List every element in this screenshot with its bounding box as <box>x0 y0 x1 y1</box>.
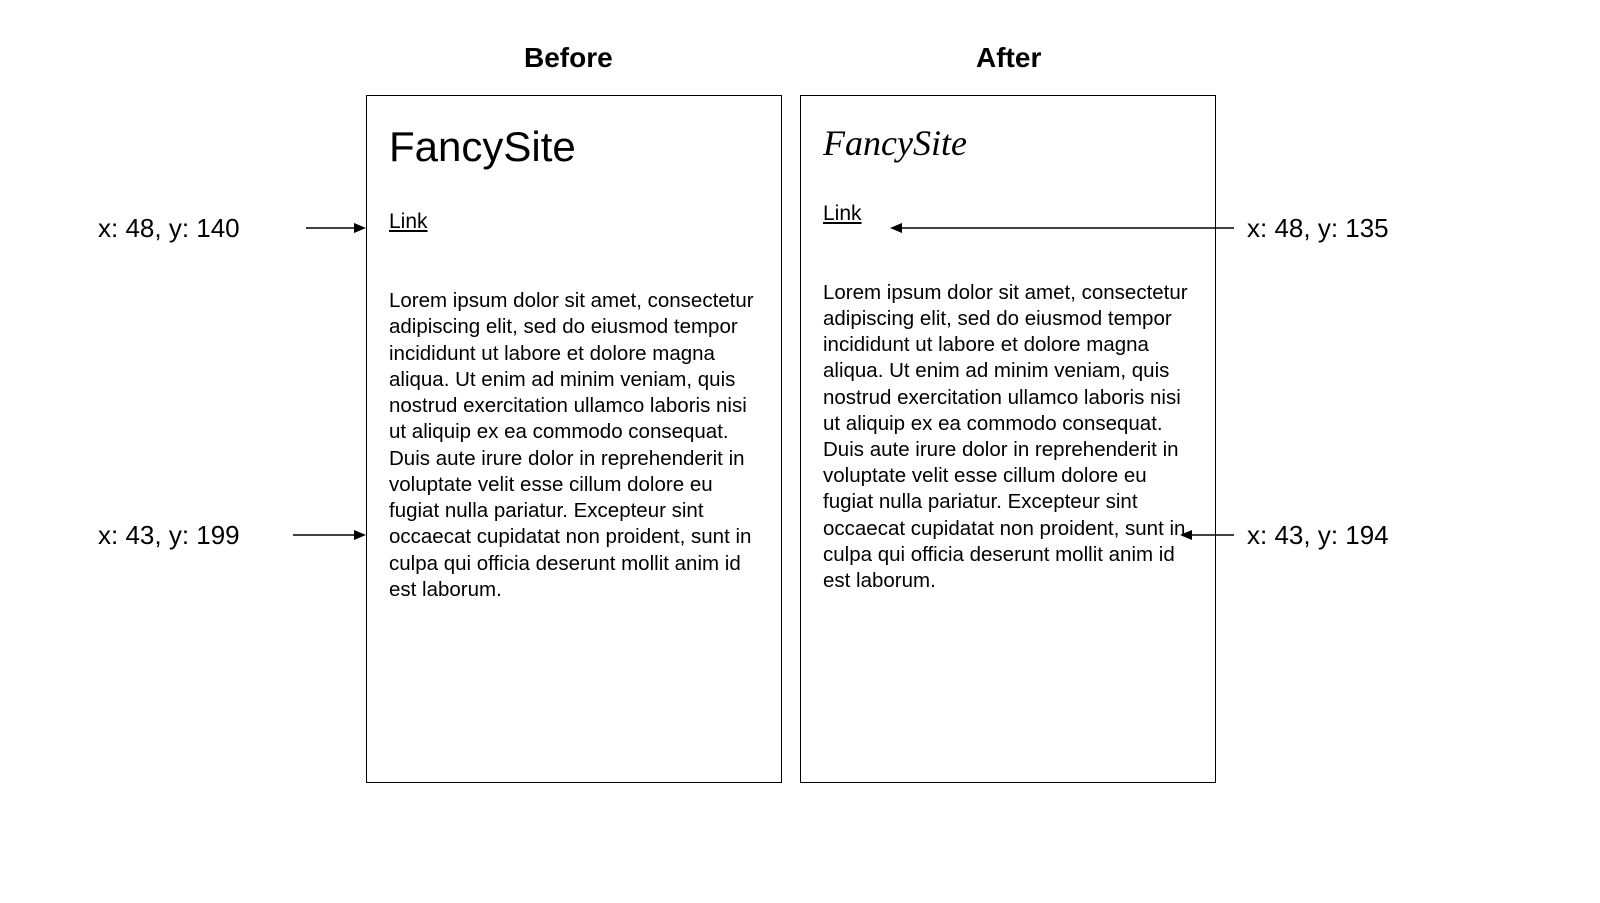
arrow-after-link <box>890 220 1234 240</box>
arrow-after-body <box>1180 527 1234 547</box>
body-text-after: Lorem ipsum dolor sit amet, consectetur … <box>823 280 1195 595</box>
coord-after-link: x: 48, y: 135 <box>1247 213 1389 244</box>
link-before[interactable]: Link <box>389 210 428 234</box>
coord-before-body: x: 43, y: 199 <box>98 520 240 551</box>
panel-before: FancySite Link Lorem ipsum dolor sit ame… <box>366 95 782 783</box>
site-title-before: FancySite <box>389 124 761 170</box>
link-after[interactable]: Link <box>823 202 862 226</box>
header-after: After <box>976 42 1041 74</box>
coord-before-link: x: 48, y: 140 <box>98 213 240 244</box>
arrow-before-link <box>306 220 366 240</box>
header-before: Before <box>524 42 613 74</box>
body-text-before: Lorem ipsum dolor sit amet, consectetur … <box>389 288 761 603</box>
arrow-before-body <box>293 527 366 547</box>
panel-after: FancySite Link Lorem ipsum dolor sit ame… <box>800 95 1216 783</box>
diagram-stage: Before After FancySite Link Lorem ipsum … <box>0 0 1600 903</box>
site-title-after: FancySite <box>823 124 1195 164</box>
coord-after-body: x: 43, y: 194 <box>1247 520 1389 551</box>
